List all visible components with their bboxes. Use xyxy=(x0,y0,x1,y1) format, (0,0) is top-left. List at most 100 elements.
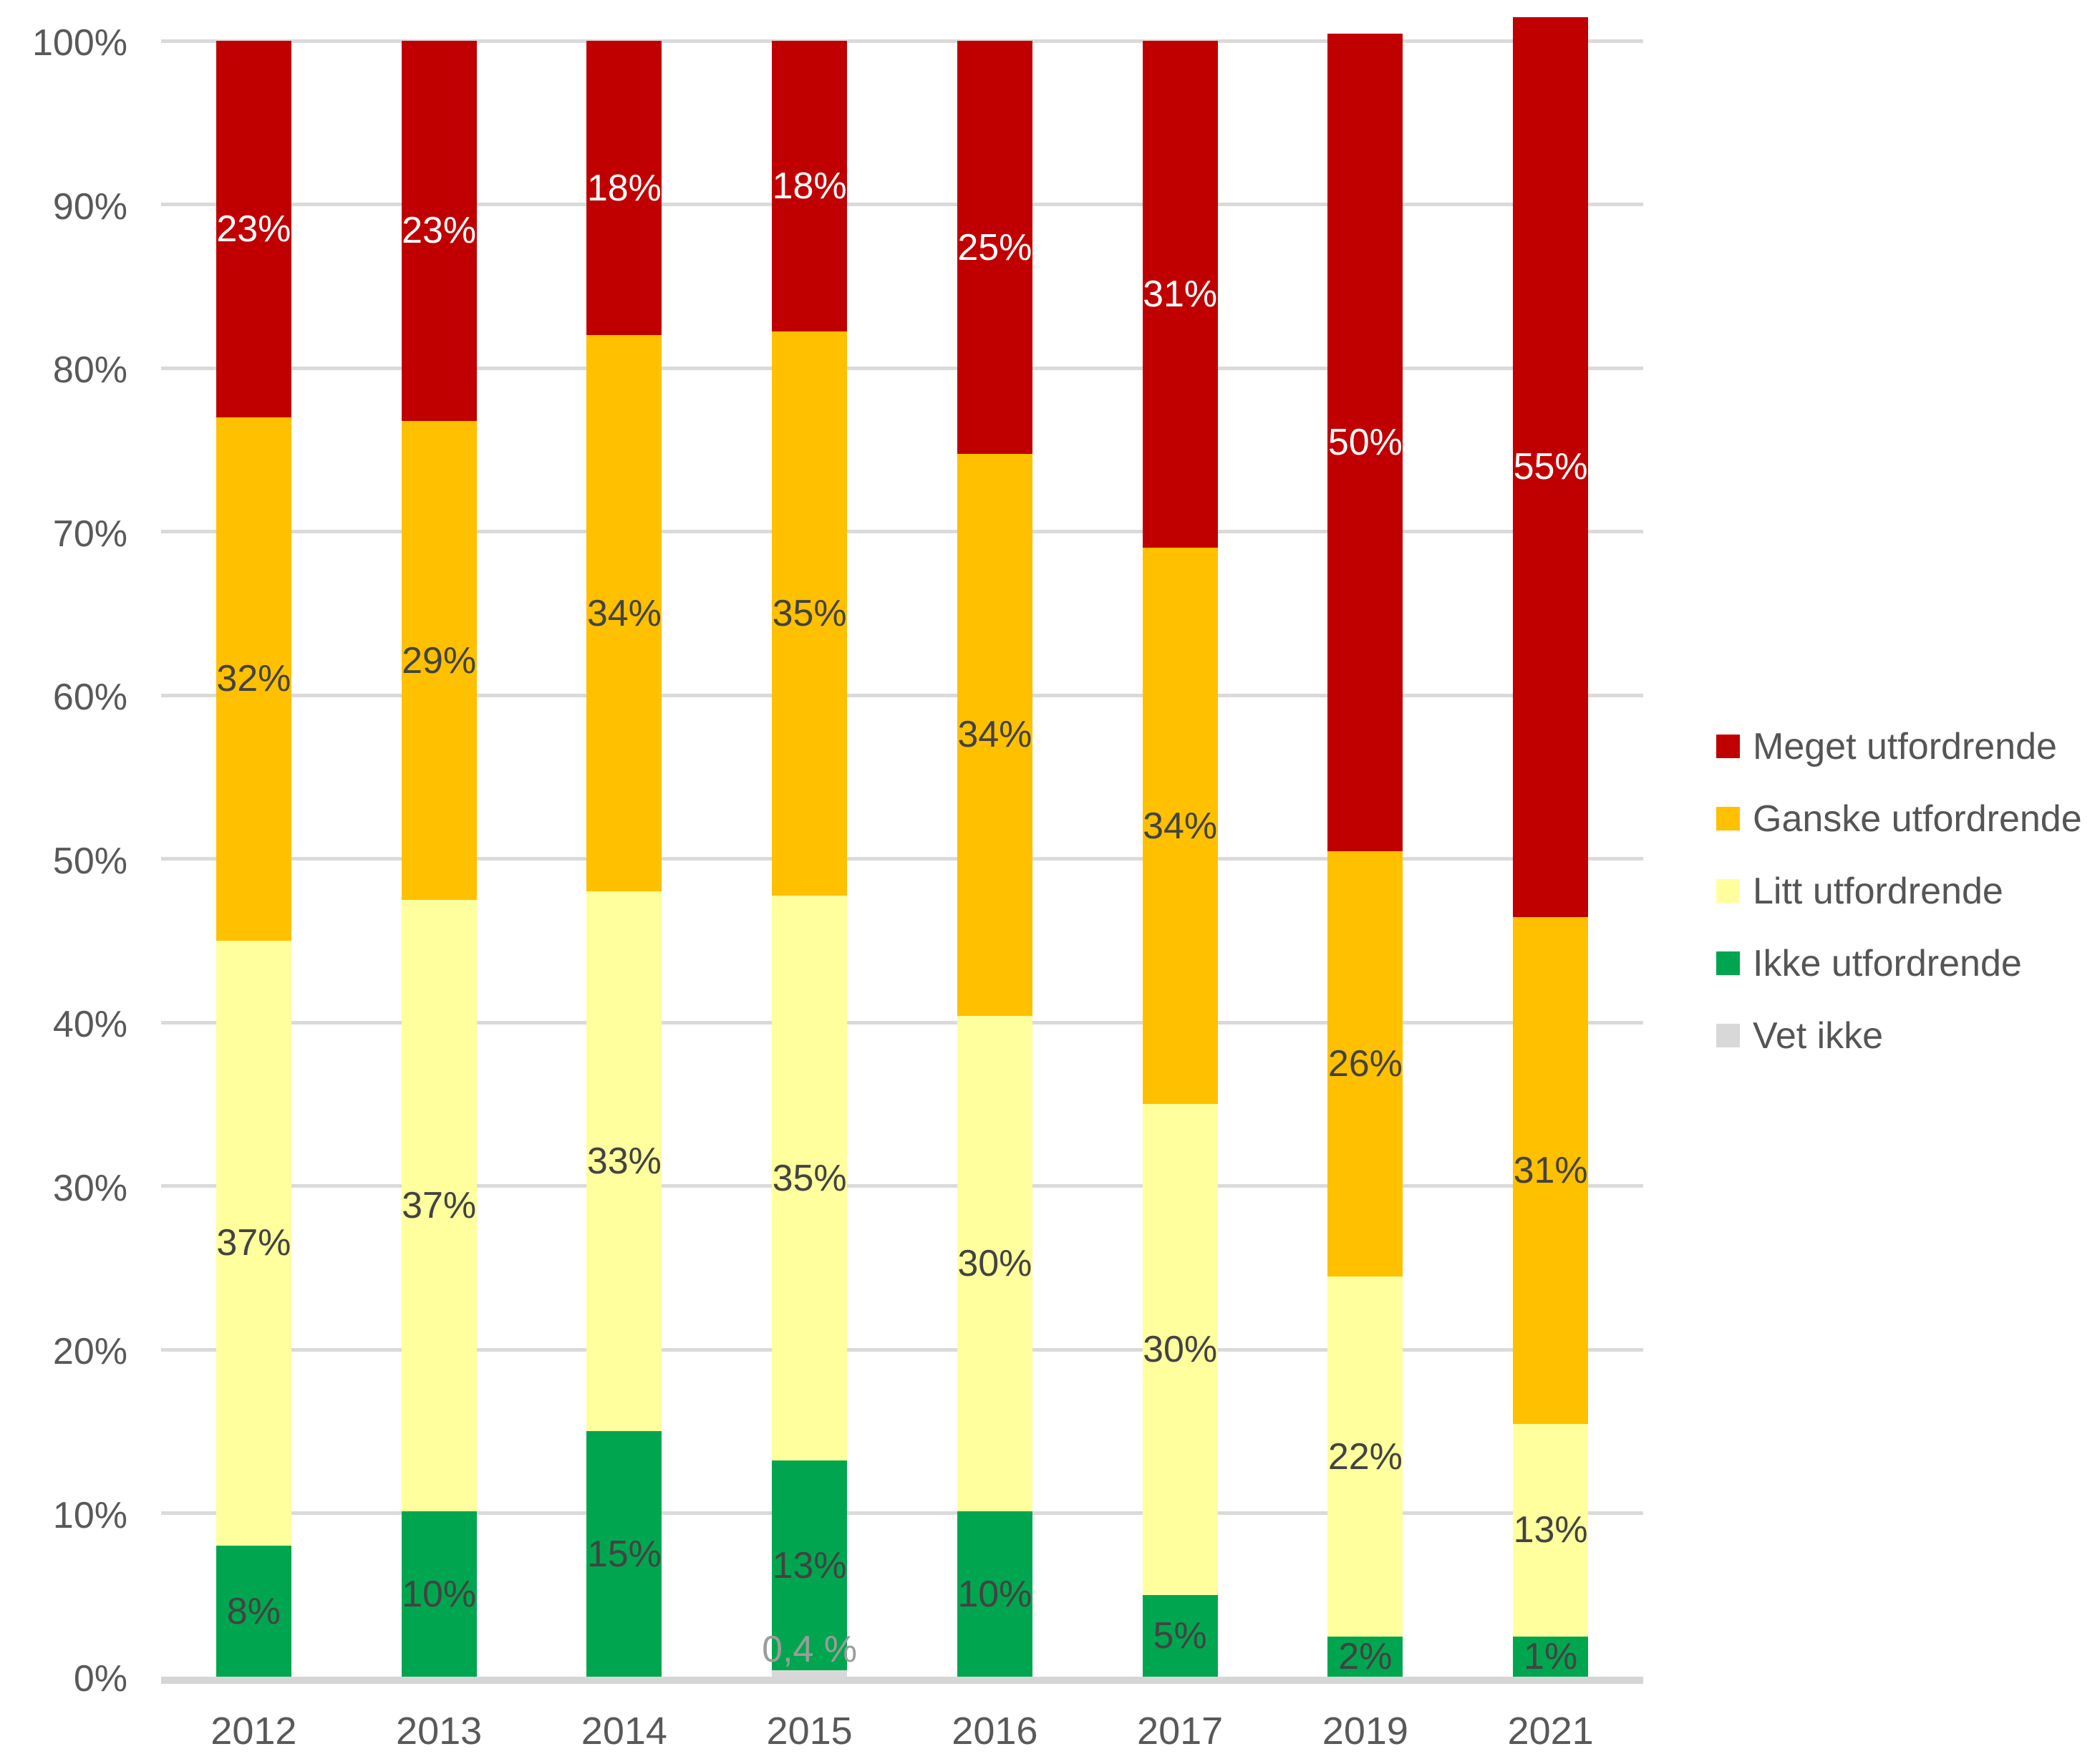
bar-segment-meget-utfordrende: 18% xyxy=(586,41,662,336)
bar-2016: 10% 30% 34% 25% xyxy=(957,41,1032,1677)
segment-value-label: 2% xyxy=(1338,1636,1393,1677)
bar-segment-ikke-utfordrende: 1% xyxy=(1513,1636,1589,1677)
segment-value-label: 13% xyxy=(1513,1509,1588,1551)
bar-segment-ikke-utfordrende: 15% xyxy=(586,1431,662,1677)
segment-value-label: 10% xyxy=(402,1573,477,1615)
segment-value-label: 33% xyxy=(586,1140,662,1183)
segment-value-label: 34% xyxy=(1143,805,1218,847)
bar-segment-litt-utfordrende: 37% xyxy=(401,900,477,1512)
gridline xyxy=(161,39,1643,43)
gridline xyxy=(161,1347,1643,1352)
legend-label: Meget utfordrende xyxy=(1753,725,2057,767)
legend: Meget utfordrende Ganske utfordrende Litt … xyxy=(1716,710,2082,1072)
segment-value-label: 35% xyxy=(772,1157,847,1199)
bar-segment-litt-utfordrende: 30% xyxy=(957,1015,1032,1512)
bar-segment-litt-utfordrende: 13% xyxy=(1513,1423,1589,1637)
segment-value-label: 8% xyxy=(226,1590,281,1632)
legend-item-ikke-utfordrende: Ikke utfordrende xyxy=(1716,927,2082,999)
bar-segment-litt-utfordrende: 30% xyxy=(1142,1104,1218,1595)
segment-value-label: 18% xyxy=(586,167,662,209)
y-axis-tick-label: 60% xyxy=(52,677,127,718)
y-axis-tick-label: 40% xyxy=(52,1004,127,1045)
legend-label: Ganske utfordrende xyxy=(1753,798,2082,840)
segment-value-label: 10% xyxy=(957,1573,1032,1615)
y-axis-tick-label: 0% xyxy=(73,1658,127,1700)
gridline xyxy=(161,366,1643,370)
bar-segment-ganske-utfordrende: 35% xyxy=(772,331,848,896)
segment-value-label: 35% xyxy=(772,593,847,634)
bar-segment-ganske-utfordrende: 34% xyxy=(957,454,1032,1016)
bar-segment-meget-utfordrende: 23% xyxy=(401,41,477,421)
segment-value-label: 30% xyxy=(957,1242,1032,1284)
bar-2019: 2% 22% 26% 50% xyxy=(1327,33,1403,1677)
gridline xyxy=(161,1184,1643,1188)
bar-segment-meget-utfordrende: 50% xyxy=(1327,33,1403,852)
bar-segment-ganske-utfordrende: 34% xyxy=(1142,548,1218,1105)
segment-value-label: 55% xyxy=(1513,446,1588,488)
segment-value-label: 26% xyxy=(1327,1043,1403,1085)
bar-segment-meget-utfordrende: 55% xyxy=(1513,16,1589,917)
gridline xyxy=(161,530,1643,533)
bar-segment-litt-utfordrende: 33% xyxy=(586,891,662,1432)
gridline xyxy=(161,693,1643,697)
legend-color-swatch xyxy=(1716,735,1740,758)
legend-color-swatch xyxy=(1716,807,1740,830)
bar-segment-ikke-utfordrende: 10% xyxy=(957,1511,1032,1677)
bar-segment-ikke-utfordrende: 13% xyxy=(772,1460,848,1670)
segment-value-label: 22% xyxy=(1327,1435,1403,1478)
bar-segment-ikke-utfordrende: 10% xyxy=(401,1511,477,1677)
bar-segment-ganske-utfordrende: 32% xyxy=(216,417,291,941)
gridline xyxy=(161,857,1643,861)
x-axis-category-label: 2013 xyxy=(396,1710,483,1753)
y-axis-tick-label: 10% xyxy=(52,1494,127,1536)
bar-2014: 15% 33% 34% 18% xyxy=(586,41,662,1677)
segment-value-label: 37% xyxy=(216,1222,291,1264)
gridline xyxy=(161,1511,1643,1515)
segment-value-label: 34% xyxy=(586,592,662,634)
bar-segment-meget-utfordrende: 31% xyxy=(1142,41,1218,548)
bar-segment-ganske-utfordrende: 29% xyxy=(401,420,477,901)
bar-segment-vet-ikke xyxy=(772,1670,848,1677)
legend-color-swatch xyxy=(1716,879,1740,903)
segment-value-label: 13% xyxy=(772,1544,847,1586)
x-axis-category-label: 2016 xyxy=(952,1710,1038,1753)
legend-color-swatch xyxy=(1716,1024,1740,1047)
bar-segment-meget-utfordrende: 18% xyxy=(772,41,848,331)
segment-value-label: 23% xyxy=(402,210,477,252)
y-axis-tick-label: 50% xyxy=(52,840,127,882)
segment-value-label: 50% xyxy=(1327,421,1403,463)
bar-segment-meget-utfordrende: 23% xyxy=(216,41,291,417)
x-axis-baseline xyxy=(161,1677,1643,1684)
segment-value-label: 32% xyxy=(216,658,291,700)
x-axis-category-label: 2012 xyxy=(211,1710,297,1753)
segment-value-label: 23% xyxy=(216,208,291,250)
bar-segment-ganske-utfordrende: 34% xyxy=(586,335,662,892)
bar-2017: 5% 30% 34% 31% xyxy=(1142,41,1218,1677)
x-axis-category-label: 2019 xyxy=(1322,1710,1408,1753)
gridline xyxy=(161,1020,1643,1024)
segment-value-label: 29% xyxy=(402,639,477,682)
bar-segment-ikke-utfordrende: 2% xyxy=(1327,1637,1403,1677)
bar-segment-meget-utfordrende: 25% xyxy=(957,41,1032,455)
segment-value-label: 1% xyxy=(1524,1636,1578,1677)
segment-value-label: 30% xyxy=(1143,1329,1218,1370)
bar-2013: 10% 37% 29% 23% xyxy=(401,41,477,1677)
segment-value-label: 0,4 % xyxy=(762,1629,858,1670)
legend-item-litt-utfordrende: Litt utfordrende xyxy=(1716,855,2082,927)
x-axis-category-label: 2017 xyxy=(1137,1710,1224,1753)
y-axis-tick-label: 20% xyxy=(52,1331,127,1372)
legend-item-ganske-utfordrende: Ganske utfordrende xyxy=(1716,782,2082,855)
y-axis-tick-label: 90% xyxy=(52,185,127,228)
segment-value-label: 37% xyxy=(402,1185,477,1227)
segment-value-label: 31% xyxy=(1143,273,1218,316)
bar-segment-litt-utfordrende: 22% xyxy=(1327,1276,1403,1637)
segment-value-label: 18% xyxy=(772,165,847,207)
bar-2015: 0,4 % 13% 35% 35% 18% xyxy=(762,41,857,1677)
bar-segment-ikke-utfordrende: 8% xyxy=(216,1546,291,1677)
bar-segment-ikke-utfordrende: 5% xyxy=(1142,1594,1218,1677)
y-axis-tick-label: 80% xyxy=(52,349,127,391)
segment-value-label: 5% xyxy=(1153,1614,1207,1657)
x-axis-category-label: 2015 xyxy=(766,1710,853,1753)
legend-item-vet-ikke: Vet ikke xyxy=(1716,999,2082,1072)
